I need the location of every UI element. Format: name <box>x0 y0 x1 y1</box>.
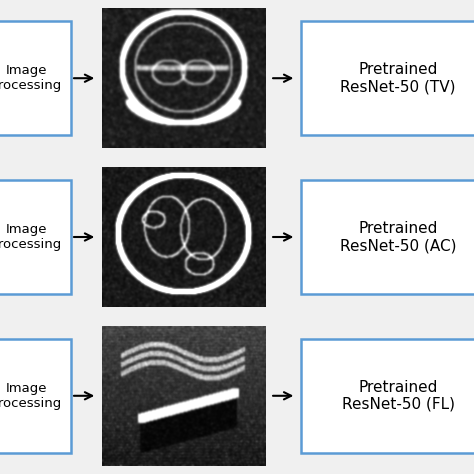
Text: Image
Processing: Image Processing <box>0 223 62 251</box>
Text: Pretrained
ResNet-50 (AC): Pretrained ResNet-50 (AC) <box>340 221 456 253</box>
Bar <box>0 180 71 294</box>
Text: Image
Processing: Image Processing <box>0 382 62 410</box>
Bar <box>301 180 474 294</box>
Bar <box>102 167 265 307</box>
Text: Pretrained
ResNet-50 (FL): Pretrained ResNet-50 (FL) <box>342 380 455 412</box>
Bar <box>0 339 71 453</box>
Bar <box>0 21 71 135</box>
Text: Pretrained
ResNet-50 (TV): Pretrained ResNet-50 (TV) <box>340 62 456 94</box>
Bar <box>102 326 265 465</box>
Bar <box>102 9 265 148</box>
Text: Image
Processing: Image Processing <box>0 64 62 92</box>
Bar <box>301 339 474 453</box>
Bar <box>301 21 474 135</box>
